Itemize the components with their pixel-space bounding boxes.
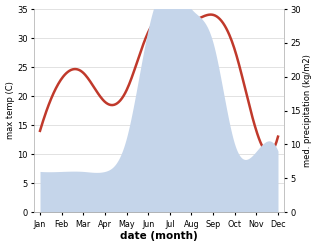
Y-axis label: med. precipitation (kg/m2): med. precipitation (kg/m2) (303, 54, 313, 167)
X-axis label: date (month): date (month) (120, 231, 198, 242)
Y-axis label: max temp (C): max temp (C) (5, 82, 15, 140)
